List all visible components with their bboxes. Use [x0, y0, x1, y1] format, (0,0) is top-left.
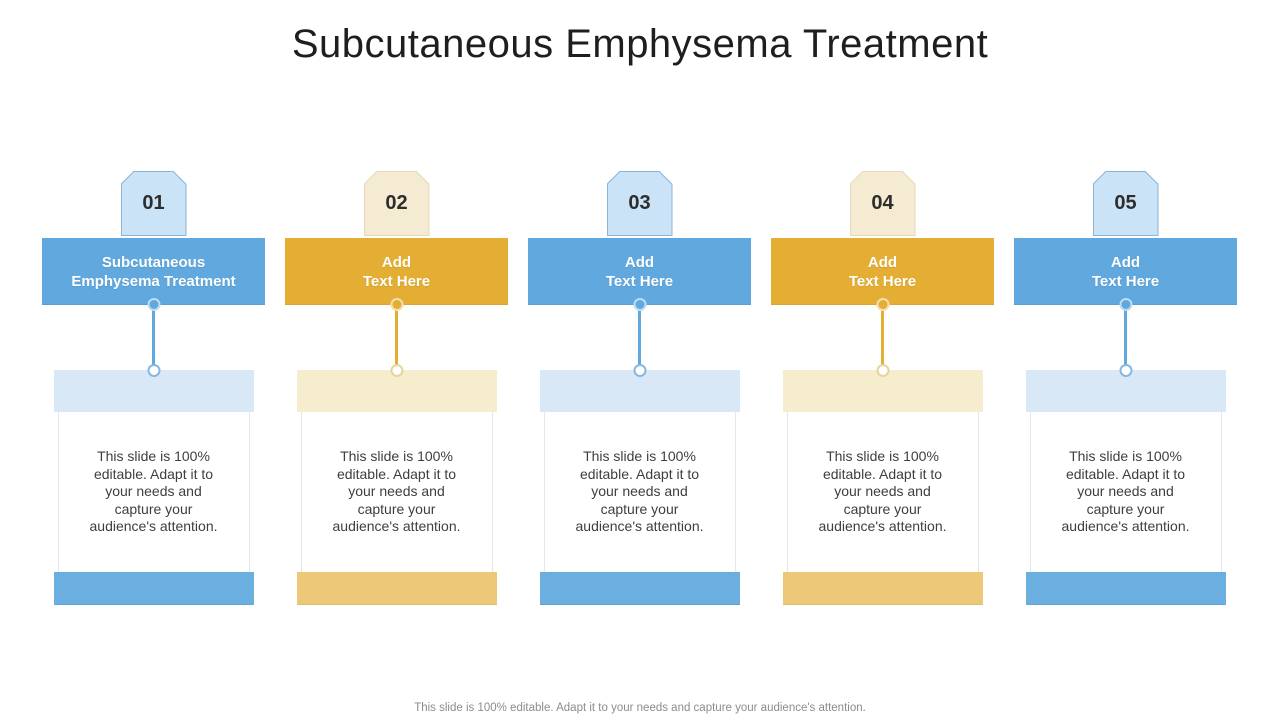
- step-column-3: 03 Add Text Here This slide is 100% edit…: [528, 171, 751, 605]
- connector-dot-top: [390, 298, 403, 311]
- step-number-badge: 02: [363, 171, 430, 236]
- step-header-label: Subcutaneous Emphysema Treatment: [71, 253, 236, 290]
- step-header-label: Add Text Here: [362, 253, 431, 290]
- connector-dot-top: [876, 298, 889, 311]
- step-number-badge: 05: [1092, 171, 1159, 236]
- step-header-bar[interactable]: Add Text Here: [528, 238, 751, 305]
- badge-shape: 01: [121, 172, 186, 235]
- badge-shape: 04: [850, 172, 915, 235]
- step-column-1: 01 Subcutaneous Emphysema Treatment This…: [42, 171, 265, 605]
- step-number-badge: 04: [849, 171, 916, 236]
- step-header-bar[interactable]: Add Text Here: [285, 238, 508, 305]
- badge-shape: 03: [607, 172, 672, 235]
- step-column-2: 02 Add Text Here This slide is 100% edit…: [285, 171, 508, 605]
- card-body-text: This slide is 100% editable. Adapt it to…: [818, 448, 947, 535]
- card-top-band: [539, 370, 740, 412]
- card-body[interactable]: This slide is 100% editable. Adapt it to…: [300, 412, 493, 572]
- card-body-text: This slide is 100% editable. Adapt it to…: [332, 448, 461, 535]
- card-body-text: This slide is 100% editable. Adapt it to…: [1061, 448, 1190, 535]
- connector-line: [881, 305, 884, 370]
- card-body[interactable]: This slide is 100% editable. Adapt it to…: [57, 412, 250, 572]
- card-bottom-band: [782, 572, 983, 605]
- connector-line: [152, 305, 155, 370]
- connector-dot-bottom: [390, 364, 403, 377]
- connector-line: [638, 305, 641, 370]
- badge-number: 04: [871, 192, 894, 214]
- card-body[interactable]: This slide is 100% editable. Adapt it to…: [1029, 412, 1222, 572]
- connector: [528, 298, 751, 377]
- card-top-band: [782, 370, 983, 412]
- card-bottom-band: [53, 572, 254, 605]
- connector-dot-bottom: [633, 364, 646, 377]
- badge-number: 02: [385, 192, 408, 214]
- step-card: This slide is 100% editable. Adapt it to…: [1025, 370, 1226, 605]
- step-column-4: 04 Add Text Here This slide is 100% edit…: [771, 171, 994, 605]
- step-number-badge: 01: [120, 171, 187, 236]
- step-header-bar[interactable]: Add Text Here: [1014, 238, 1237, 305]
- connector-line: [395, 305, 398, 370]
- badge-number: 01: [142, 192, 165, 214]
- connector: [42, 298, 265, 377]
- card-bottom-band: [1025, 572, 1226, 605]
- card-top-band: [53, 370, 254, 412]
- connector-dot-top: [633, 298, 646, 311]
- card-body-text: This slide is 100% editable. Adapt it to…: [89, 448, 218, 535]
- connector: [285, 298, 508, 377]
- card-top-band: [296, 370, 497, 412]
- card-body-text: This slide is 100% editable. Adapt it to…: [575, 448, 704, 535]
- badge-number: 05: [1114, 192, 1137, 214]
- steps-row: 01 Subcutaneous Emphysema Treatment This…: [42, 171, 1237, 605]
- card-bottom-band: [296, 572, 497, 605]
- step-header-label: Add Text Here: [848, 253, 917, 290]
- badge-shape: 02: [364, 172, 429, 235]
- connector-dot-bottom: [1119, 364, 1132, 377]
- step-card: This slide is 100% editable. Adapt it to…: [539, 370, 740, 605]
- step-card: This slide is 100% editable. Adapt it to…: [782, 370, 983, 605]
- step-header-label: Add Text Here: [1091, 253, 1160, 290]
- card-top-band: [1025, 370, 1226, 412]
- connector-dot-bottom: [147, 364, 160, 377]
- step-header-label: Add Text Here: [605, 253, 674, 290]
- connector: [771, 298, 994, 377]
- step-column-5: 05 Add Text Here This slide is 100% edit…: [1014, 171, 1237, 605]
- step-card: This slide is 100% editable. Adapt it to…: [296, 370, 497, 605]
- connector-dot-top: [147, 298, 160, 311]
- page-title: Subcutaneous Emphysema Treatment: [291, 22, 989, 66]
- step-header-bar[interactable]: Add Text Here: [771, 238, 994, 305]
- connector: [1014, 298, 1237, 377]
- connector-dot-top: [1119, 298, 1132, 311]
- card-bottom-band: [539, 572, 740, 605]
- card-body[interactable]: This slide is 100% editable. Adapt it to…: [543, 412, 736, 572]
- step-header-bar[interactable]: Subcutaneous Emphysema Treatment: [42, 238, 265, 305]
- step-card: This slide is 100% editable. Adapt it to…: [53, 370, 254, 605]
- step-number-badge: 03: [606, 171, 673, 236]
- badge-number: 03: [628, 192, 651, 214]
- badge-shape: 05: [1093, 172, 1158, 235]
- connector-line: [1124, 305, 1127, 370]
- card-body[interactable]: This slide is 100% editable. Adapt it to…: [786, 412, 979, 572]
- footer-note: This slide is 100% editable. Adapt it to…: [414, 702, 866, 714]
- connector-dot-bottom: [876, 364, 889, 377]
